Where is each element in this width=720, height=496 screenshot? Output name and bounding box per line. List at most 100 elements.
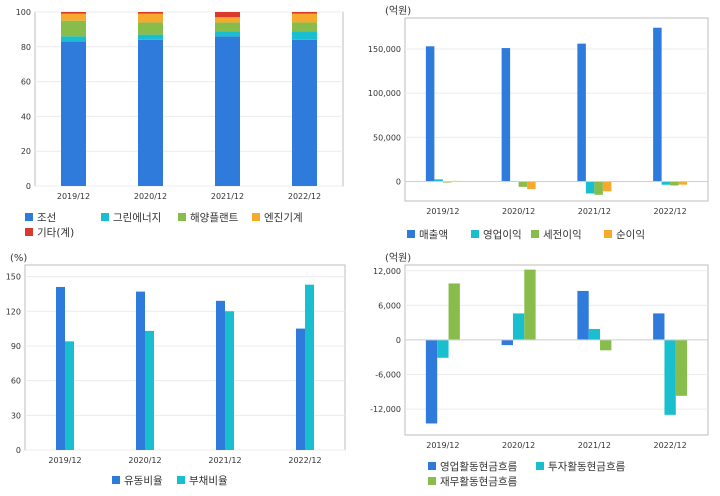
bars	[56, 284, 314, 450]
legend-label: 매출액	[419, 229, 448, 241]
legend-label: 기타(계)	[37, 227, 74, 239]
y-tick-label: 40	[21, 112, 31, 121]
bar-해양플랜트-2022/12	[292, 22, 317, 32]
legend-swatch	[471, 230, 479, 238]
bar-영업활동현금흐름-2020/12	[501, 339, 513, 346]
bar-유동비율-2021/12	[216, 300, 225, 450]
legend-swatch	[428, 462, 436, 470]
x-tick-label: 2020/12	[134, 192, 167, 201]
y-tick-label: 120	[6, 307, 21, 316]
legend-swatch	[177, 476, 185, 484]
bar-영업활동현금흐름-2019/12	[425, 339, 438, 424]
bar-조선-2019/12	[61, 41, 86, 186]
bar-투자활동현금흐름-2021/12	[588, 328, 601, 340]
x-tick-label: 2019/12	[426, 207, 459, 216]
y-tick-label: 30	[11, 411, 21, 420]
plot-frame	[404, 17, 709, 202]
bar-기타(계)-2021/12	[215, 12, 240, 18]
bar-그린에너지-2021/12	[215, 31, 240, 37]
bar-조선-2022/12	[292, 39, 317, 187]
bar-재무활동현금흐름-2019/12	[448, 283, 460, 340]
bars	[425, 269, 688, 424]
bar-엔진기계-2019/12	[61, 13, 86, 21]
x-tick-label: 2019/12	[426, 441, 459, 450]
y-tick-label: 100,000	[368, 89, 401, 98]
bar-해양플랜트-2019/12	[61, 20, 86, 37]
y-tick-label: 100	[16, 8, 31, 17]
bar-매출액-2020/12	[501, 48, 511, 182]
bar-그린에너지-2020/12	[138, 34, 163, 40]
legend-label: 엔진기계	[264, 212, 303, 224]
bar-순이익-2022/12	[678, 181, 688, 185]
bar-유동비율-2020/12	[136, 291, 145, 450]
bar-영업이익-2022/12	[661, 181, 671, 185]
bar-재무활동현금흐름-2020/12	[524, 269, 536, 340]
y-tick-label: 20	[21, 147, 31, 156]
legend-label: 조선	[37, 212, 56, 224]
plot-frame	[404, 264, 709, 436]
legend-swatch	[604, 230, 612, 238]
x-tick-label: 2020/12	[502, 207, 535, 216]
legend-label: 순이익	[616, 229, 645, 241]
legend-label: 해양플랜트	[190, 211, 239, 224]
bar-그린에너지-2019/12	[61, 36, 86, 42]
bar-유동비율-2022/12	[296, 328, 305, 450]
legend-swatch	[25, 228, 33, 236]
bar-매출액-2022/12	[653, 27, 662, 182]
bars	[425, 27, 688, 195]
y-tick-label: 60	[21, 78, 31, 87]
bar-조선-2021/12	[215, 36, 240, 186]
legend-swatch	[25, 213, 33, 221]
revenue-composition-chart: 0 20 40 60 80 100 2019/12 2020/12 2021/12 2022/12…	[16, 8, 344, 239]
bar-기타(계)-2019/12	[61, 12, 86, 14]
bar-기타(계)-2020/12	[138, 12, 163, 14]
bar-그린에너지-2022/12	[292, 31, 317, 40]
legend-swatch	[112, 476, 120, 484]
bar-해양플랜트-2021/12	[215, 22, 240, 32]
income-chart: 0 50,000 100,000 150,000 (억원) 2019/12 2020/12 2…	[368, 5, 709, 241]
legend-swatch	[428, 477, 436, 485]
legend: 유동비율 부채비율	[112, 475, 228, 487]
legend-label: 그린에너지	[113, 212, 161, 224]
bar-엔진기계-2022/12	[292, 13, 317, 23]
bar-매출액-2019/12	[425, 46, 435, 182]
bar-세전이익-2022/12	[670, 181, 679, 186]
x-tick-label: 2021/12	[208, 456, 241, 465]
y-tick-label: 150,000	[368, 45, 401, 54]
x-tick-label: 2019/12	[57, 192, 90, 201]
bar-영업활동현금흐름-2022/12	[653, 313, 665, 340]
y-tick-label: 6,000	[378, 301, 401, 310]
x-tick-label: 2020/12	[502, 441, 535, 450]
bar-세전이익-2020/12	[518, 181, 528, 187]
legend-label: 재무활동현금흐름	[440, 475, 518, 488]
bar-재무활동현금흐름-2021/12	[600, 339, 612, 351]
x-tick-label: 2021/12	[578, 207, 611, 216]
x-tick-label: 2020/12	[128, 456, 161, 465]
bar-부채비율-2019/12	[65, 341, 74, 450]
bar-세전이익-2021/12	[594, 181, 603, 195]
x-tick-label: 2022/12	[654, 441, 687, 450]
legend: 매출액 영업이익 세전이익 순이익	[407, 228, 645, 241]
bar-투자활동현금흐름-2019/12	[437, 339, 449, 358]
y-tick-label: 50,000	[373, 133, 401, 142]
x-tick-label: 2022/12	[288, 456, 321, 465]
x-tick-label: 2021/12	[578, 441, 611, 450]
y-tick-label: 0	[396, 336, 401, 345]
y-tick-label: 90	[11, 342, 21, 351]
bars	[61, 12, 317, 187]
bar-재무활동현금흐름-2022/12	[675, 339, 688, 396]
bar-부채비율-2022/12	[305, 284, 314, 450]
legend-swatch	[178, 213, 186, 221]
legend-swatch	[536, 462, 544, 470]
y-tick-label: 80	[21, 43, 31, 52]
legend-label: 부채비율	[189, 475, 228, 487]
legend-swatch	[101, 213, 109, 221]
bar-순이익-2020/12	[527, 181, 536, 190]
bar-영업활동현금흐름-2021/12	[577, 290, 589, 340]
x-tick-label: 2021/12	[211, 192, 244, 201]
ratios-chart: 0 30 60 90 120 150 (%) 2019/12 2020/12 2021/12 202…	[6, 253, 346, 487]
bar-투자활동현금흐름-2020/12	[512, 313, 525, 340]
y-tick-label: -12,000	[370, 405, 401, 414]
